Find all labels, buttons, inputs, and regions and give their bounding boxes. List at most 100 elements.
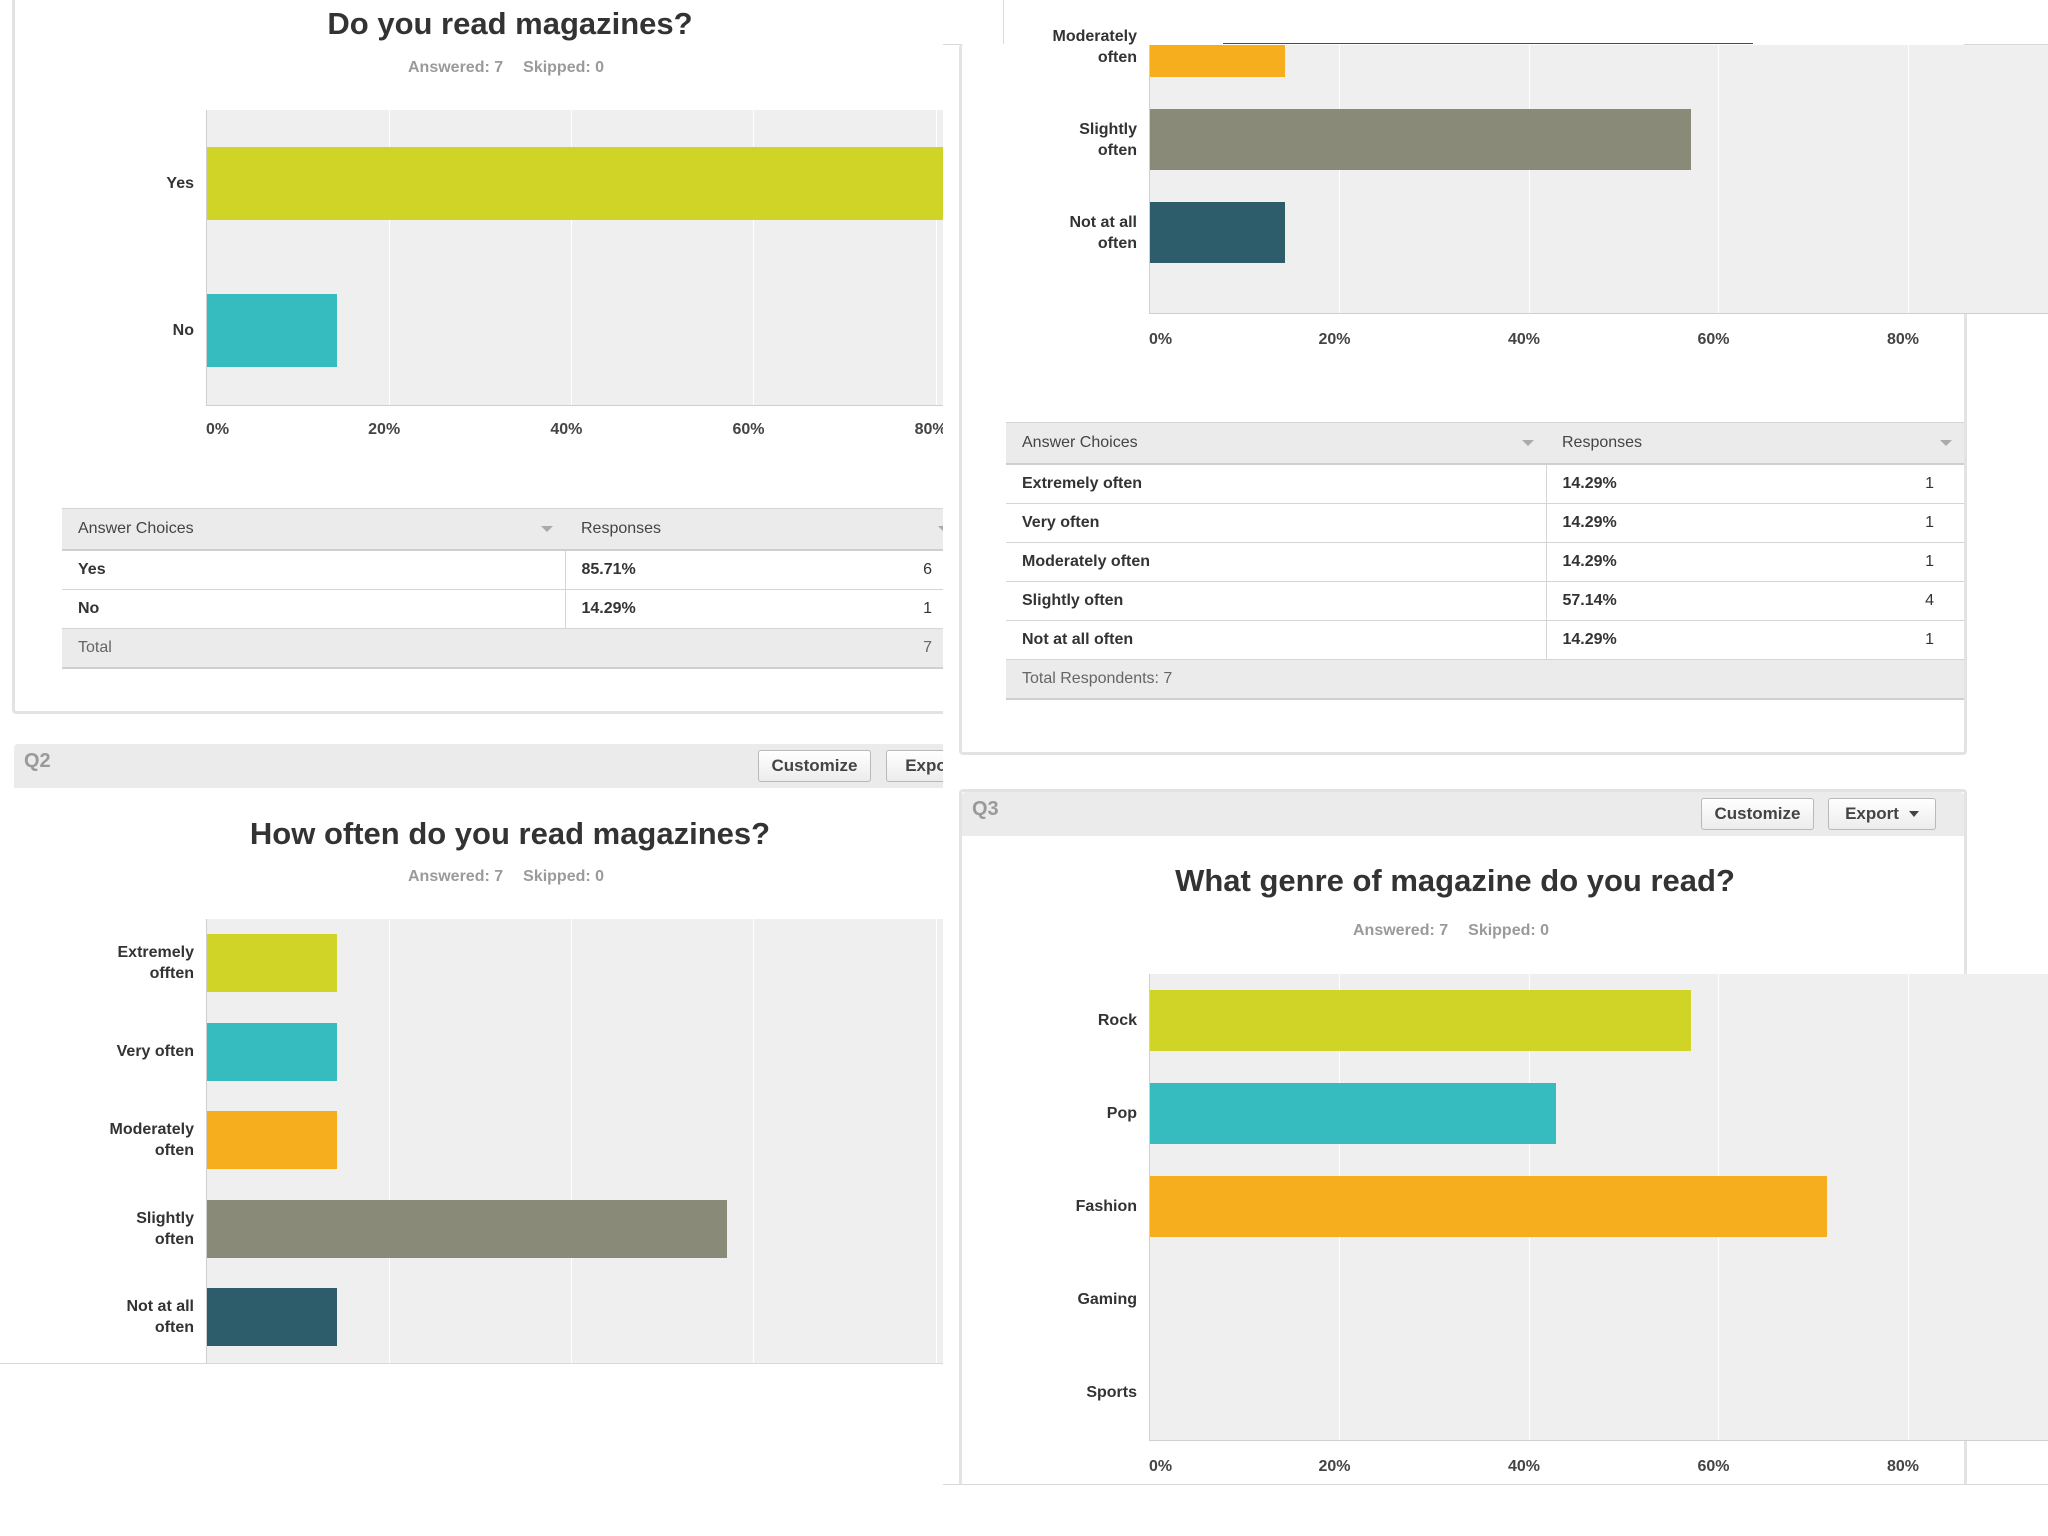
customize-button[interactable]: Customize	[1701, 798, 1814, 830]
q1-skipped: Skipped: 0	[523, 59, 605, 76]
bar[interactable]	[207, 147, 943, 220]
choice-cell: Yes	[62, 550, 565, 590]
table-row: Extremely often 14.29% 1	[1006, 464, 1965, 504]
tick-label: 20%	[1318, 1458, 1351, 1475]
choice-cell: Not at all often	[1006, 620, 1546, 660]
bar[interactable]	[1150, 990, 1692, 1051]
q2-col-responses[interactable]: Responses	[1546, 422, 1965, 465]
choice-cell: Extremely often	[1006, 464, 1546, 504]
bar[interactable]	[1150, 202, 1286, 263]
q2-col-answer-choices[interactable]: Answer Choices	[1006, 422, 1546, 465]
bar[interactable]	[207, 1022, 338, 1081]
top-divider	[1003, 0, 1004, 45]
plot-area	[206, 919, 943, 1364]
choice-cell: Slightly often	[1006, 581, 1546, 621]
total-label: Total Respondents: 7	[1006, 659, 1965, 700]
category-label: Extremely offten	[117, 944, 195, 983]
pct-cell: 14.29%	[1545, 620, 1846, 660]
bar[interactable]	[207, 1111, 338, 1170]
customize-button[interactable]: Customize	[758, 750, 871, 782]
gridline	[1907, 974, 1909, 1440]
bar[interactable]	[1150, 1176, 1827, 1237]
count-cell: 6	[875, 550, 943, 590]
category-label: Moderately often	[1052, 27, 1137, 66]
q1-col-answer-choices[interactable]: Answer Choices	[62, 508, 565, 551]
plot-area	[206, 110, 943, 406]
count-cell: 4	[1846, 581, 1965, 621]
bottom-divider	[943, 1484, 2048, 1485]
bar[interactable]	[1150, 45, 1286, 77]
bar[interactable]	[1150, 1083, 1557, 1144]
q2-label: Q2	[24, 750, 51, 772]
category-label: Moderately often	[109, 1121, 194, 1160]
q2-detail-table: Answer Choices Responses Extremely often…	[1006, 422, 1965, 700]
tick-label: 80%	[1886, 1458, 1919, 1475]
q1-title: Do you read magazines?	[327, 6, 693, 41]
category-label: Fashion	[1075, 1198, 1137, 1215]
gridline	[1718, 45, 1720, 313]
export-button[interactable]: Expo	[886, 750, 943, 782]
count-cell: 1	[1846, 542, 1965, 582]
q1-answered: Answered: 7	[408, 59, 504, 76]
tick-label: 20%	[1318, 331, 1351, 348]
gridline	[389, 919, 391, 1364]
gridline	[1339, 45, 1341, 313]
q2-header: Q2 Customize Expo	[14, 744, 943, 788]
gridline	[935, 919, 937, 1364]
category-label: Gaming	[1077, 1291, 1137, 1308]
tick-label: 0%	[206, 421, 230, 438]
category-label: Slightly often	[1079, 120, 1137, 159]
plot-area	[1149, 974, 2048, 1441]
choice-cell: Very often	[1006, 503, 1546, 543]
bar[interactable]	[207, 1199, 728, 1258]
q3-panel: Q3 Customize Export What genre of magazi…	[943, 785, 2048, 1485]
gridline	[753, 110, 755, 405]
table-row: Moderately often 14.29% 1	[1006, 542, 1965, 582]
q1-col-responses[interactable]: Responses	[565, 508, 943, 551]
sort-arrow-icon[interactable]	[938, 526, 943, 532]
bar[interactable]	[207, 1288, 338, 1347]
q1-panel: Do you read magazines? Answered: 7 Skippe…	[0, 0, 943, 725]
gridline	[935, 110, 937, 405]
table-row: No 14.29% 1	[62, 589, 943, 629]
sort-arrow-icon[interactable]	[1940, 440, 1953, 446]
q1-meta: Answered: 7 Skipped: 0	[408, 59, 624, 77]
chevron-down-icon	[1908, 811, 1919, 817]
count-cell: 1	[1846, 464, 1965, 504]
table-row: Not at all often 14.29% 1	[1006, 620, 1965, 660]
total-value: 7	[875, 628, 943, 669]
pct-cell: 57.14%	[1545, 581, 1846, 621]
total-label: Total	[62, 628, 875, 669]
sort-arrow-icon[interactable]	[1522, 440, 1534, 446]
q3-skipped: Skipped: 0	[1468, 922, 1550, 939]
tick-label: 60%	[1697, 331, 1730, 348]
tick-label: 0%	[1149, 331, 1173, 348]
count-cell: 1	[875, 589, 943, 629]
category-label: Pop	[1106, 1105, 1137, 1122]
tick-label: 40%	[550, 421, 583, 438]
gridline	[753, 919, 755, 1364]
q3-answered: Answered: 7	[1353, 922, 1449, 939]
gridline	[571, 110, 573, 405]
table-row: Very often 14.29% 1	[1006, 503, 1965, 543]
q3-header: Q3 Customize Export	[962, 792, 1964, 836]
choice-cell: Moderately often	[1006, 542, 1546, 582]
sort-arrow-icon[interactable]	[541, 526, 553, 532]
gridline	[1907, 45, 1909, 313]
tick-label: 60%	[732, 421, 765, 438]
q3-meta: Answered: 7 Skipped: 0	[1353, 922, 1569, 940]
count-cell: 1	[1846, 620, 1965, 660]
bar[interactable]	[207, 294, 338, 367]
choice-cell: No	[62, 589, 565, 629]
gridline	[389, 110, 391, 405]
category-label: Sports	[1086, 1384, 1137, 1401]
export-label: Export	[1845, 804, 1899, 823]
export-dropdown-button[interactable]: Export	[1828, 798, 1936, 830]
tick-label: 40%	[1507, 1458, 1540, 1475]
category-label: No	[172, 322, 194, 339]
gridline	[1528, 45, 1530, 313]
bar[interactable]	[207, 934, 338, 993]
tick-label: 80%	[914, 421, 943, 438]
bar[interactable]	[1150, 109, 1692, 170]
total-row: Total 7	[62, 628, 943, 669]
